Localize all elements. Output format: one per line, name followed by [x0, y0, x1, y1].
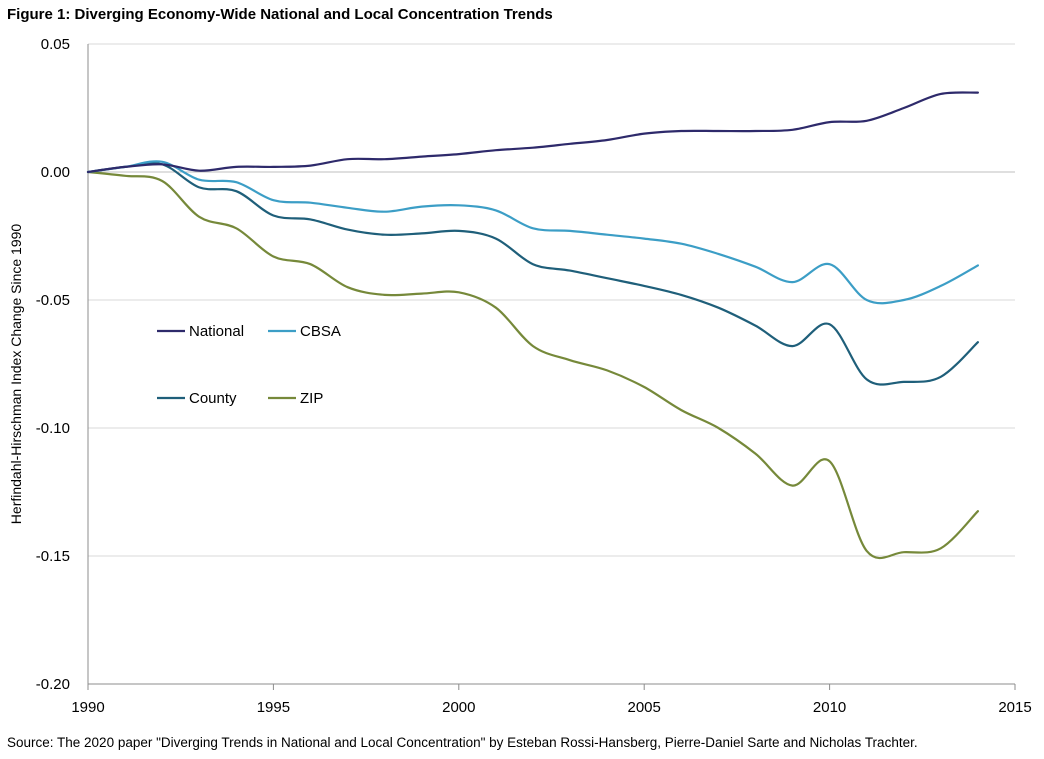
figure-title: Figure 1: Diverging Economy-Wide Nationa…	[7, 6, 553, 23]
x-tick-label: 2005	[628, 699, 661, 716]
x-tick-label: 1990	[71, 699, 104, 716]
legend-label-zip: ZIP	[300, 390, 323, 407]
x-tick-labels: 1990 1995 2000 2005 2010 2015	[71, 699, 1031, 716]
y-axis-title: Herfindahl-Hirschman Index Change Since …	[8, 224, 24, 525]
y-tick-label: -0.15	[36, 548, 70, 565]
x-tick-label: 2000	[442, 699, 475, 716]
y-tick-label: -0.10	[36, 420, 70, 437]
grid-layer	[88, 43, 1015, 557]
x-tick-label: 2010	[813, 699, 846, 716]
series-lines	[86, 91, 979, 560]
x-tick-label: 1995	[257, 699, 290, 716]
legend: National CBSA County ZIP	[157, 323, 341, 407]
y-tick-labels: 0.05 0.00 -0.05 -0.10 -0.15 -0.20	[36, 36, 70, 693]
legend-label-cbsa: CBSA	[300, 323, 341, 340]
legend-label-county: County	[189, 390, 237, 407]
legend-label-national: National	[189, 323, 244, 340]
series-line-cbsa	[86, 160, 979, 305]
y-tick-label: -0.05	[36, 292, 70, 309]
x-tick-label: 2015	[998, 699, 1031, 716]
series-line-county	[86, 161, 979, 386]
y-tick-label: -0.20	[36, 676, 70, 693]
series-line-zip	[86, 170, 979, 560]
y-tick-label: 0.05	[41, 36, 70, 53]
y-tick-label: 0.00	[41, 164, 70, 181]
source-note: Source: The 2020 paper "Diverging Trends…	[7, 735, 918, 750]
axes-layer	[87, 44, 1016, 690]
series-line-national	[86, 91, 979, 174]
